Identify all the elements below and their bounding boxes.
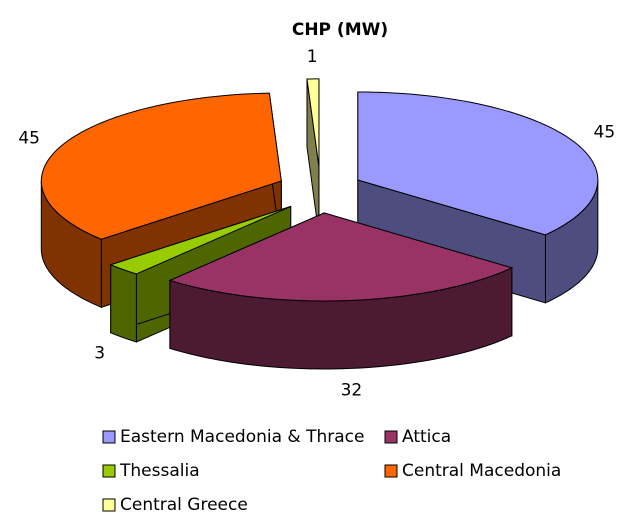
legend-label: Attica xyxy=(402,427,451,447)
legend-label: Central Macedonia xyxy=(402,461,561,481)
data-label: 1 xyxy=(307,47,318,67)
slice-top xyxy=(40,92,282,240)
legend-swatch xyxy=(384,464,398,478)
data-label: 45 xyxy=(18,128,40,148)
chart-title: CHP (MW) xyxy=(292,20,388,40)
pie-slice xyxy=(168,212,514,370)
slice-side xyxy=(110,264,137,343)
pie-slice xyxy=(357,91,599,304)
legend-swatch xyxy=(102,430,116,444)
legend-label: Eastern Macedonia & Thrace xyxy=(120,427,364,447)
data-label: 3 xyxy=(94,343,105,363)
data-label: 45 xyxy=(594,122,616,142)
slice-top xyxy=(168,212,514,302)
slice-top xyxy=(109,206,291,275)
pie-slice xyxy=(306,78,320,235)
data-label: 32 xyxy=(341,380,363,400)
legend-label: Thessalia xyxy=(119,461,200,481)
slice-top xyxy=(357,91,599,236)
slice-top xyxy=(306,78,320,167)
legend-swatch xyxy=(384,430,398,444)
legend-label: Central Greece xyxy=(120,495,248,515)
legend-swatch xyxy=(102,498,116,512)
legend-swatch xyxy=(102,464,116,478)
